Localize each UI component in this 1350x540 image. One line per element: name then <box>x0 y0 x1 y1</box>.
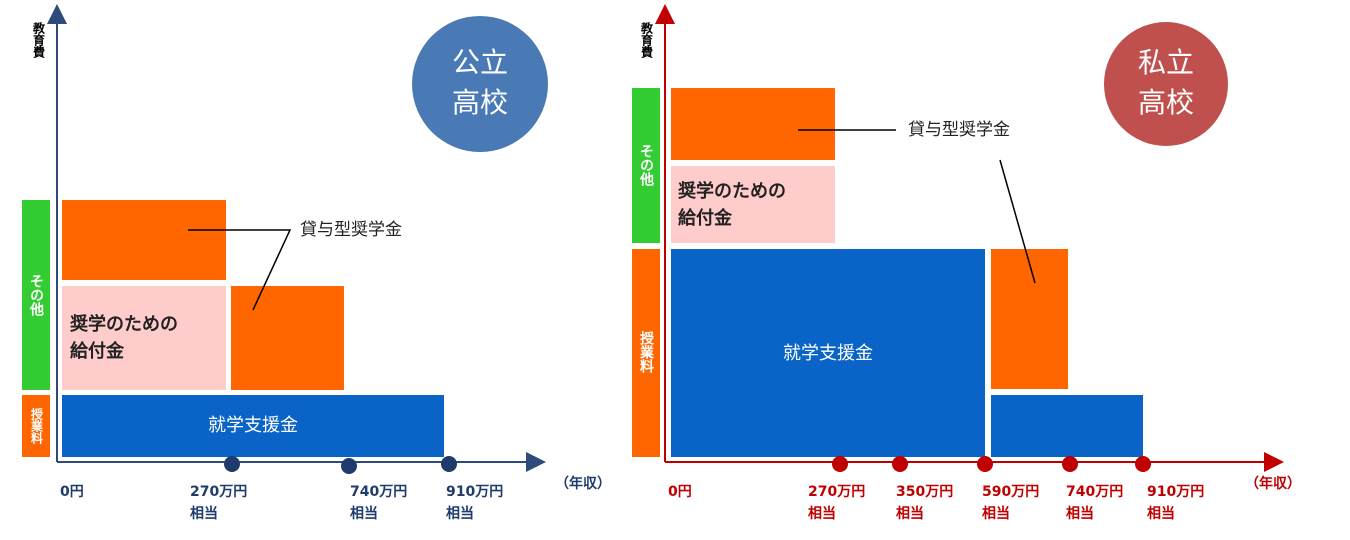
income-dot <box>341 458 357 474</box>
income-label: 740万円 <box>1066 484 1123 500</box>
income-note: 相当 <box>190 505 218 522</box>
income-note: 相当 <box>982 505 1010 522</box>
axis-label: 教育費 <box>640 21 654 59</box>
loan-box <box>991 249 1068 389</box>
income-label: 740万円 <box>350 484 407 500</box>
income-label: 910万円 <box>1147 484 1204 500</box>
private-panel: 教育費 その他 授業料 奨学のための 給付金 就学支援金 貸与型奨学金 私立 高… <box>632 4 1301 522</box>
tuition-bar <box>22 395 50 457</box>
badge <box>412 16 548 152</box>
support-box <box>62 395 444 457</box>
box-label: 就学支援金 <box>208 415 298 436</box>
axis-label: 教育費 <box>32 21 46 59</box>
box-label: 奨学のための <box>678 180 786 202</box>
income-dot <box>892 456 908 472</box>
benefit-box <box>62 286 226 390</box>
side-label: 授業料 <box>30 407 44 445</box>
income-dot <box>441 456 457 472</box>
tuition-bar <box>632 249 660 457</box>
side-label: その他 <box>28 274 45 317</box>
benefit-box <box>671 166 835 243</box>
box-label: 給付金 <box>70 340 125 362</box>
loan-label: 貸与型奨学金 <box>908 120 1010 140</box>
loan-box <box>62 200 226 280</box>
box-label: 就学支援金 <box>783 343 873 364</box>
income-note: 相当 <box>446 505 474 522</box>
income-label: 270万円 <box>190 484 247 500</box>
side-label: 授業料 <box>638 330 655 374</box>
income-dot <box>1062 456 1078 472</box>
income-dot <box>977 456 993 472</box>
badge-text: 高校 <box>452 86 508 119</box>
income-label: 910万円 <box>446 484 503 500</box>
income-label: 350万円 <box>896 484 953 500</box>
leader-line <box>999 159 1036 284</box>
income-dot <box>224 456 240 472</box>
box-label: 奨学のための <box>70 313 178 335</box>
income-note: 相当 <box>1066 505 1094 522</box>
income-label: 0円 <box>60 484 84 500</box>
loan-box <box>231 286 344 390</box>
income-note: 相当 <box>896 505 924 522</box>
income-label: 270万円 <box>808 484 865 500</box>
x-axis-label: （年収） <box>1245 475 1301 492</box>
income-dot <box>1135 456 1151 472</box>
other-bar <box>22 200 50 390</box>
income-label: 0円 <box>668 484 692 500</box>
income-dot <box>832 456 848 472</box>
loan-box <box>671 88 835 160</box>
x-axis-label: （年収） <box>555 475 611 492</box>
side-label: その他 <box>638 144 655 187</box>
loan-label: 貸与型奨学金 <box>300 220 402 240</box>
support-box <box>671 249 985 457</box>
income-label: 590万円 <box>982 484 1039 500</box>
income-note: 相当 <box>808 505 836 522</box>
badge <box>1104 22 1228 146</box>
other-bar <box>632 88 660 243</box>
support-box <box>991 395 1143 457</box>
badge-text: 公立 <box>452 46 508 79</box>
income-note: 相当 <box>1147 505 1175 522</box>
box-label: 給付金 <box>678 207 733 229</box>
public-panel: 教育費 その他 授業料 奨学のための 給付金 就学支援金 貸与型奨学金 公立 高… <box>22 4 611 522</box>
badge-text: 高校 <box>1138 86 1194 119</box>
leader-line <box>188 229 292 311</box>
badge-text: 私立 <box>1138 46 1194 79</box>
income-note: 相当 <box>350 505 378 522</box>
